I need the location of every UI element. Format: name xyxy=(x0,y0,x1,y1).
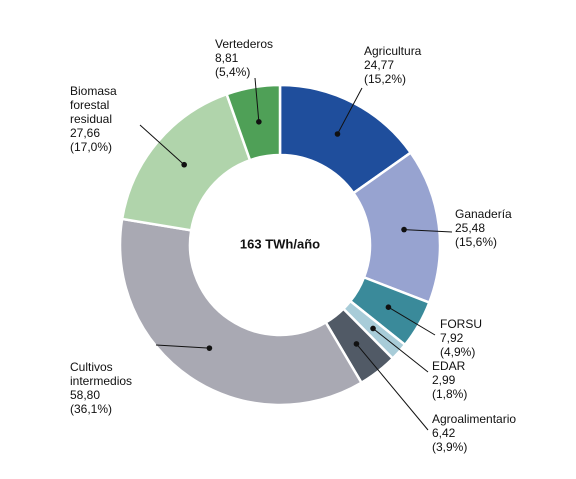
category-label: FORSU xyxy=(440,317,482,331)
donut-segment xyxy=(225,83,282,162)
category-label: Biomasa forestal residual xyxy=(70,84,117,126)
leader-line xyxy=(372,328,429,373)
leader-dot xyxy=(206,345,213,351)
share-label: (4,9%) xyxy=(440,345,475,359)
leader-line xyxy=(254,77,260,122)
leader-line xyxy=(388,306,436,336)
share-label: (15,6%) xyxy=(455,235,497,249)
category-label: Agricultura xyxy=(364,44,422,58)
leader-dot xyxy=(256,119,262,125)
share-label: (1,8%) xyxy=(432,387,467,401)
leader-dot xyxy=(334,131,341,137)
leader-line xyxy=(139,124,185,166)
value-label: 58,80 xyxy=(70,388,100,402)
category-label: EDAR xyxy=(432,359,466,373)
value-label: 24,77 xyxy=(364,58,394,72)
leader-dot xyxy=(181,161,187,168)
share-label: (17,0%) xyxy=(70,140,112,154)
value-label: 25,48 xyxy=(455,221,485,235)
value-label: 7,92 xyxy=(440,331,464,345)
category-label: Agroalimentario xyxy=(432,412,516,426)
category-label: Cultivos intermedios xyxy=(70,360,132,388)
value-label: 8,81 xyxy=(215,51,239,65)
category-label: Vertederos xyxy=(215,37,273,51)
share-label: (5,4%) xyxy=(215,65,250,79)
leader-line xyxy=(337,87,363,135)
donut-segment xyxy=(120,92,252,232)
leader-dot xyxy=(401,226,407,233)
leader-dot xyxy=(353,341,360,347)
leader-line xyxy=(404,229,453,233)
leader-dot xyxy=(385,304,392,310)
center-label: 163 TWh/año xyxy=(240,236,320,251)
value-label: 27,66 xyxy=(70,126,100,140)
category-label: Ganadería xyxy=(455,207,512,221)
share-label: (36,1%) xyxy=(70,402,112,416)
share-label: (3,9%) xyxy=(432,440,467,454)
leader-dot xyxy=(370,325,376,332)
value-label: 6,42 xyxy=(432,426,456,440)
leader-line xyxy=(356,343,429,431)
value-label: 2,99 xyxy=(432,373,456,387)
leader-line xyxy=(155,344,210,349)
donut-segment xyxy=(118,217,364,407)
share-label: (15,2%) xyxy=(364,72,406,86)
